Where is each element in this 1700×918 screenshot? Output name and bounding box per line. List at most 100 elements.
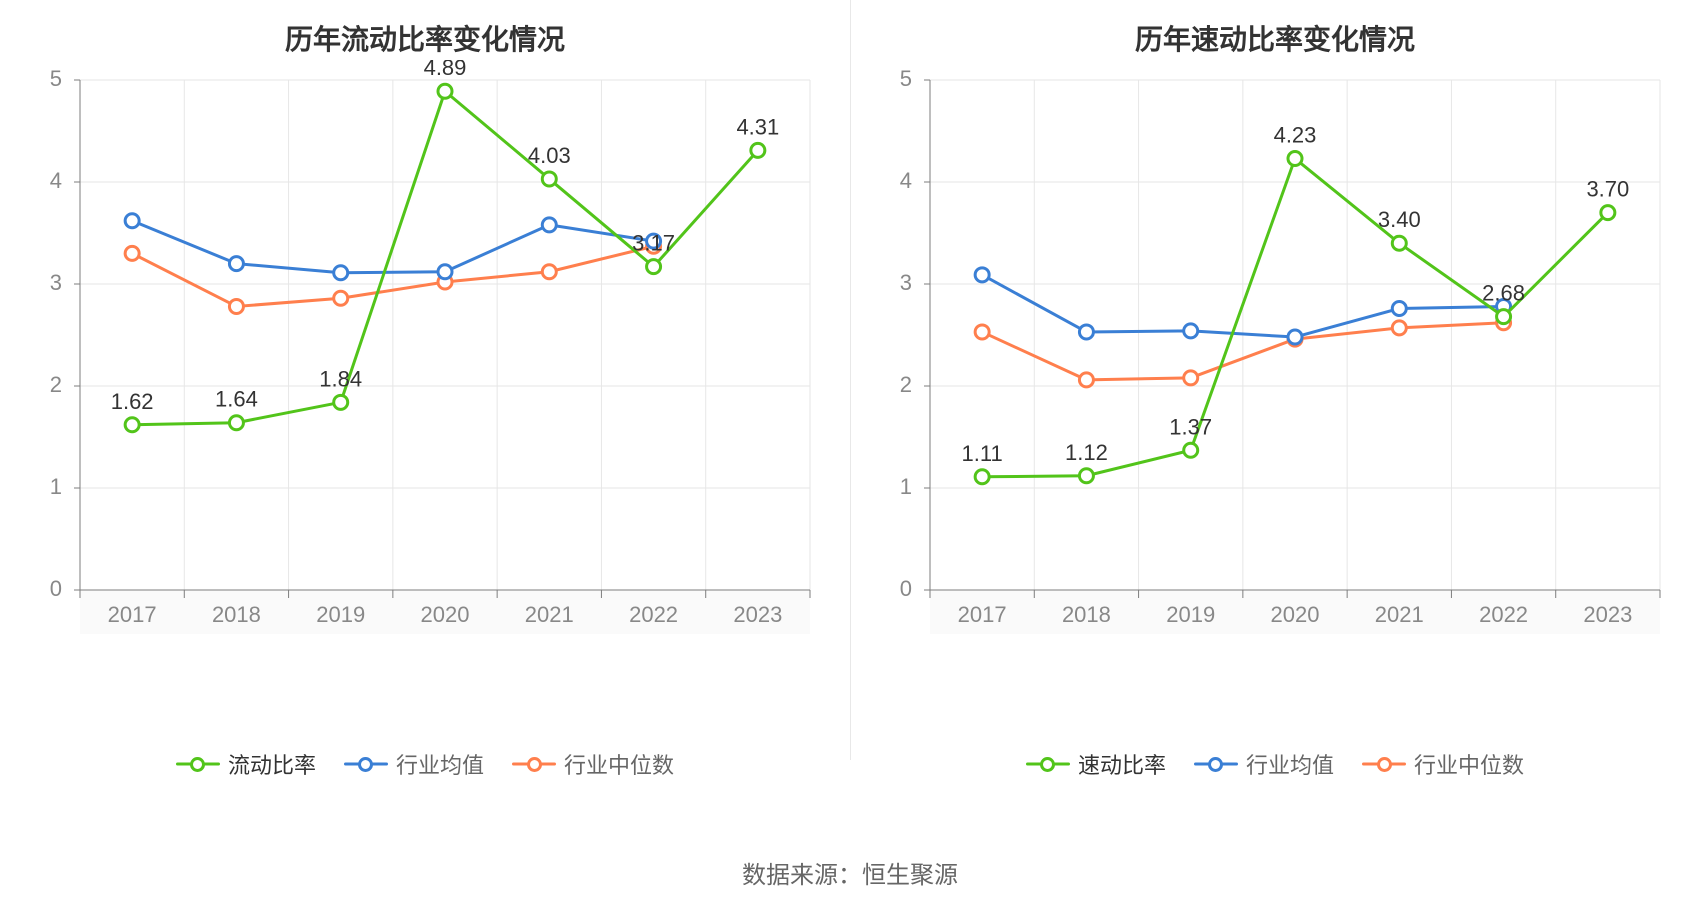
series-marker <box>334 395 348 409</box>
series-marker <box>125 246 139 260</box>
x-tick-label: 2017 <box>108 602 157 627</box>
point-label: 1.84 <box>319 366 362 391</box>
point-label: 4.03 <box>528 143 571 168</box>
point-label: 1.11 <box>962 441 1003 466</box>
y-tick-label: 0 <box>50 576 62 601</box>
page-container: 历年流动比率变化情况 01234520172018201920202021202… <box>0 0 1700 918</box>
legend-marker-icon <box>512 756 556 772</box>
y-tick-label: 5 <box>50 66 62 91</box>
legend-item[interactable]: 行业中位数 <box>512 748 674 780</box>
legend-label: 行业均值 <box>396 748 484 780</box>
y-tick-label: 2 <box>50 372 62 397</box>
current-ratio-chart: 0 1 2 3 4 5 2017 2018 2019 2020 2021 2022 2023 1.62 1.… <box>0 60 850 660</box>
series-marker <box>125 418 139 432</box>
y-tick-label: 5 <box>900 66 912 91</box>
data-source-label: 数据来源：恒生聚源 <box>0 855 1700 890</box>
legend-label: 速动比率 <box>1078 748 1166 780</box>
series-marker <box>334 266 348 280</box>
legend-label: 行业均值 <box>1246 748 1334 780</box>
y-tick-label: 0 <box>900 576 912 601</box>
y-tick-label: 4 <box>900 168 912 193</box>
current-ratio-legend: 流动比率 行业均值 行业中位数 <box>0 748 850 780</box>
point-label: 4.23 <box>1274 123 1317 148</box>
x-tick-label: 2022 <box>1479 602 1528 627</box>
point-label: 1.64 <box>215 387 258 412</box>
point-label: 2.68 <box>1482 281 1525 306</box>
x-tick-label: 2023 <box>733 602 782 627</box>
point-label: 4.89 <box>424 60 467 80</box>
series-marker <box>542 218 556 232</box>
series-marker <box>1392 301 1406 315</box>
legend-label: 行业中位数 <box>564 748 674 780</box>
y-tick-label: 3 <box>50 270 62 295</box>
point-label: 4.31 <box>736 114 779 139</box>
x-tick-label: 2019 <box>316 602 365 627</box>
point-label: 1.12 <box>1065 440 1108 465</box>
legend-marker-icon <box>1194 756 1238 772</box>
x-tick-label: 2018 <box>1062 602 1111 627</box>
x-tick-label: 2021 <box>1375 602 1424 627</box>
series-marker <box>1184 443 1198 457</box>
series-marker <box>542 172 556 186</box>
legend-label: 行业中位数 <box>1414 748 1524 780</box>
legend-marker-icon <box>176 756 220 772</box>
series-marker <box>975 325 989 339</box>
series-marker <box>1184 371 1198 385</box>
point-label: 1.62 <box>111 389 154 414</box>
x-tick-label: 2017 <box>958 602 1007 627</box>
series-marker <box>1079 469 1093 483</box>
series-marker <box>1079 373 1093 387</box>
series-marker <box>975 470 989 484</box>
x-tick-label: 2021 <box>525 602 574 627</box>
x-tick-label: 2022 <box>629 602 678 627</box>
current-ratio-svg: 0 1 2 3 4 5 2017 2018 2019 2020 2021 2022 2023 1.62 1.… <box>0 60 850 660</box>
legend-label: 流动比率 <box>228 748 316 780</box>
legend-item[interactable]: 速动比率 <box>1026 748 1166 780</box>
series-marker <box>647 260 661 274</box>
point-label: 3.70 <box>1586 177 1629 202</box>
series-marker <box>1288 152 1302 166</box>
series-marker <box>975 268 989 282</box>
series-marker <box>125 214 139 228</box>
series-marker <box>1497 310 1511 324</box>
series-line <box>982 159 1608 477</box>
series-marker <box>751 143 765 157</box>
y-tick-label: 2 <box>900 372 912 397</box>
x-tick-label: 2018 <box>212 602 261 627</box>
legend-item[interactable]: 行业中位数 <box>1362 748 1524 780</box>
quick-ratio-chart: 01234520172018201920202021202220231.111.… <box>850 60 1700 660</box>
series-marker <box>1184 324 1198 338</box>
current-ratio-panel: 历年流动比率变化情况 0 1 2 3 4 5 2017 2018 2019 2020 2021 202… <box>0 0 850 820</box>
x-tick-label: 2020 <box>1271 602 1320 627</box>
series-marker <box>1601 206 1615 220</box>
legend-item[interactable]: 行业均值 <box>344 748 484 780</box>
series-marker <box>1392 321 1406 335</box>
series-marker <box>229 416 243 430</box>
quick-ratio-title: 历年速动比率变化情况 <box>850 0 1700 58</box>
series-marker <box>1079 325 1093 339</box>
x-tick-label: 2020 <box>421 602 470 627</box>
legend-item[interactable]: 流动比率 <box>176 748 316 780</box>
series-marker <box>1392 236 1406 250</box>
legend-item[interactable]: 行业均值 <box>1194 748 1334 780</box>
series-marker <box>542 265 556 279</box>
point-label: 3.40 <box>1378 207 1421 232</box>
series-marker <box>229 257 243 271</box>
point-label: 3.17 <box>632 231 675 256</box>
quick-ratio-legend: 速动比率 行业均值 行业中位数 <box>850 748 1700 780</box>
series-marker <box>438 265 452 279</box>
current-ratio-title: 历年流动比率变化情况 <box>0 0 850 58</box>
x-tick-label: 2023 <box>1583 602 1632 627</box>
series-marker <box>1288 330 1302 344</box>
legend-marker-icon <box>1026 756 1070 772</box>
y-tick-label: 1 <box>50 474 62 499</box>
y-tick-label: 1 <box>900 474 912 499</box>
y-tick-label: 4 <box>50 168 62 193</box>
legend-marker-icon <box>1362 756 1406 772</box>
quick-ratio-panel: 历年速动比率变化情况 01234520172018201920202021202… <box>850 0 1700 820</box>
series-marker <box>438 84 452 98</box>
legend-marker-icon <box>344 756 388 772</box>
charts-row: 历年流动比率变化情况 01234520172018201920202021202… <box>0 0 1700 820</box>
series-marker <box>229 299 243 313</box>
y-tick-label: 3 <box>900 270 912 295</box>
